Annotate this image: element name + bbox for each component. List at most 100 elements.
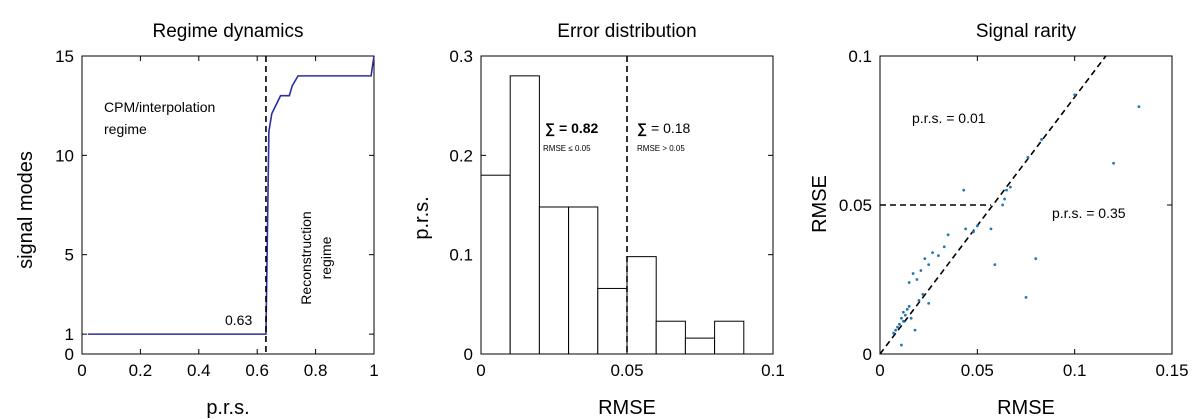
histogram-bar bbox=[597, 287, 628, 355]
scatter-point bbox=[1040, 138, 1043, 141]
x-tick-label: 0.6 bbox=[245, 361, 269, 380]
scatter-point bbox=[927, 301, 931, 305]
chart-title: Error distribution bbox=[557, 21, 696, 42]
scatter-point bbox=[927, 263, 931, 266]
left-sum-symbol: ∑ bbox=[545, 120, 555, 137]
plot-area bbox=[480, 56, 745, 355]
y-tick-label: 1 bbox=[65, 325, 74, 344]
y-tick-label: 0 bbox=[65, 345, 74, 364]
x-tick-label: 1 bbox=[369, 361, 378, 380]
y-tick-label: 0 bbox=[863, 345, 872, 364]
histogram-bar bbox=[655, 320, 686, 355]
y-axis-label: signal modes bbox=[15, 151, 37, 269]
histogram-bar bbox=[626, 256, 657, 355]
scatter-point bbox=[989, 227, 993, 231]
scatter-point bbox=[911, 272, 915, 275]
scatter-point bbox=[894, 328, 897, 332]
scatter-point bbox=[917, 298, 921, 302]
plot-area bbox=[87, 55, 375, 354]
scatter-point bbox=[921, 293, 925, 296]
chart-title: Signal rarity bbox=[976, 21, 1077, 42]
x-tick-label: 0.05 bbox=[961, 361, 994, 380]
regime-left-label-line1: CPM/interpolation bbox=[104, 99, 215, 115]
y-tick-label: 0.1 bbox=[449, 246, 473, 265]
lower-region-label: p.r.s. = 0.35 bbox=[1052, 205, 1126, 221]
left-condition: RMSE ≤ 0.05 bbox=[543, 144, 591, 153]
scatter-point bbox=[901, 319, 905, 323]
x-tick-label: 0 bbox=[875, 361, 884, 380]
x-tick-label: 0.2 bbox=[129, 361, 153, 380]
chart-title: Regime dynamics bbox=[153, 21, 304, 42]
left-sum-value: = 0.82 bbox=[559, 120, 599, 136]
scatter-point bbox=[1024, 295, 1028, 299]
plot-area bbox=[879, 55, 1141, 355]
scatter-point bbox=[1001, 203, 1005, 207]
scatter-point bbox=[900, 343, 903, 347]
regime-right-label-line2: regime bbox=[318, 236, 334, 279]
scatter-point bbox=[907, 304, 911, 308]
histogram-bar bbox=[714, 320, 745, 355]
scatter-point bbox=[1137, 105, 1141, 109]
regime-left-label-line2: regime bbox=[104, 121, 147, 137]
scatter-point bbox=[1034, 257, 1038, 261]
scatter-point bbox=[898, 322, 901, 326]
error-distribution-chart: Error distribution p.r.s. RMSE 0 0.05 0.1 0… bbox=[411, 21, 785, 419]
scatter-point bbox=[900, 316, 903, 320]
scatter-point bbox=[923, 257, 927, 261]
scatter-point bbox=[942, 245, 946, 249]
y-tick-label: 0.3 bbox=[449, 47, 473, 66]
scatter-point bbox=[972, 230, 975, 234]
threshold-label: 0.63 bbox=[225, 312, 252, 328]
scatter-point bbox=[905, 307, 909, 311]
y-axis-label: p.r.s. bbox=[411, 196, 433, 239]
scatter-point bbox=[975, 224, 979, 228]
scatter-point bbox=[1026, 155, 1030, 159]
diagonal-line bbox=[879, 55, 1107, 355]
scatter-point bbox=[993, 263, 997, 266]
x-tick-label: 0 bbox=[476, 361, 485, 380]
y-tick-label: 0.05 bbox=[839, 196, 872, 215]
scatter-point bbox=[1009, 185, 1012, 189]
series-line bbox=[87, 55, 375, 335]
scatter-point bbox=[919, 269, 923, 272]
right-sum-symbol: ∑ bbox=[637, 120, 647, 137]
x-axis-label: RMSE bbox=[598, 397, 656, 419]
x-tick-label: 0 bbox=[77, 361, 86, 380]
scatter-point bbox=[903, 313, 907, 317]
y-tick-label: 0 bbox=[464, 345, 473, 364]
scatter-point bbox=[892, 331, 896, 335]
histogram-bar bbox=[480, 174, 511, 355]
scatter-point bbox=[962, 188, 966, 192]
right-sum-value: = 0.18 bbox=[651, 120, 691, 136]
histogram-bar bbox=[509, 75, 540, 355]
x-tick-label: 0.1 bbox=[1063, 361, 1087, 380]
x-axis-label: RMSE bbox=[997, 397, 1055, 419]
scatter-point bbox=[964, 227, 968, 231]
regime-right-label-line1: Reconstruction bbox=[298, 211, 314, 304]
x-tick-label: 0.4 bbox=[187, 361, 211, 380]
regime-dynamics-chart: Regime dynamics signal modes p.r.s. 0 0.2… bbox=[15, 21, 379, 419]
upper-region-label: p.r.s. = 0.01 bbox=[912, 110, 986, 126]
x-axis-label: p.r.s. bbox=[206, 397, 249, 419]
axis-ticks: 0 0.05 0.1 0.15 0 0.05 0.1 bbox=[839, 47, 1189, 380]
y-tick-label: 0.2 bbox=[449, 146, 473, 165]
scatter-point bbox=[896, 325, 899, 329]
histogram-bar bbox=[684, 337, 716, 355]
scatter-point bbox=[907, 281, 911, 284]
scatter-point bbox=[915, 278, 919, 281]
right-condition: RMSE > 0.05 bbox=[637, 144, 685, 153]
signal-rarity-chart: Signal rarity RMSE RMSE 0 0.05 0.1 0.15 0 0.0… bbox=[809, 21, 1189, 419]
scatter-point bbox=[901, 310, 905, 314]
scatter-point bbox=[1073, 93, 1077, 97]
scatter-point bbox=[1005, 188, 1008, 192]
y-tick-label: 0.1 bbox=[848, 47, 872, 66]
scatter-point bbox=[1003, 197, 1006, 201]
y-tick-label: 15 bbox=[55, 47, 74, 66]
histogram-bar bbox=[538, 206, 570, 355]
scatter-point bbox=[1112, 161, 1115, 165]
histogram-bar bbox=[568, 206, 599, 355]
y-tick-label: 5 bbox=[65, 246, 74, 265]
scatter-point bbox=[937, 254, 940, 258]
